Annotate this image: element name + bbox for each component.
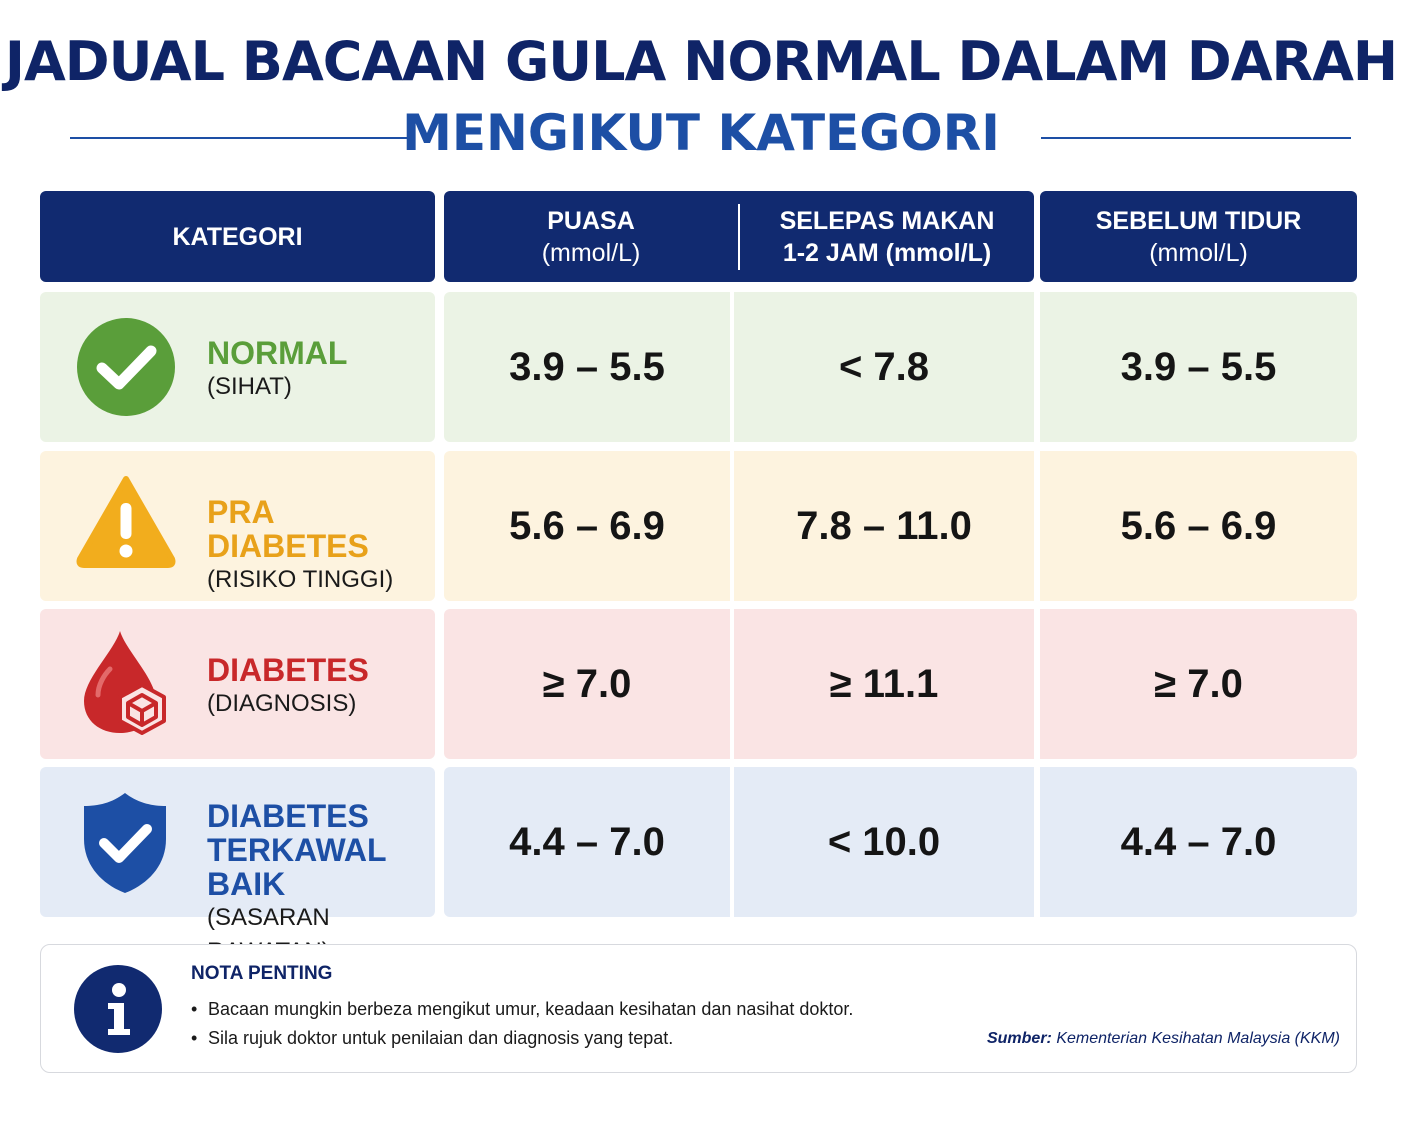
category-cell: DIABETES (DIAGNOSIS) xyxy=(40,609,435,759)
blood-drop-icon xyxy=(78,629,170,741)
category-label: NORMAL (SIHAT) xyxy=(207,336,347,404)
category-cell: NORMAL (SIHAT) xyxy=(40,292,435,442)
header-puasa: PUASA (mmol/L) xyxy=(444,205,738,269)
category-label: PRA DIABETES (RISIKO TINGGI) xyxy=(207,495,435,597)
source-text: Kementerian Kesihatan Malaysia (KKM) xyxy=(1051,1030,1340,1047)
category-label: DIABETES (DIAGNOSIS) xyxy=(207,653,369,721)
value-puasa: 4.4 – 7.0 xyxy=(444,767,730,917)
table-row-normal: NORMAL (SIHAT) 3.9 – 5.5 < 7.8 3.9 – 5.5 xyxy=(0,292,1402,442)
note-item: Bacaan mungkin berbeza mengikut umur, ke… xyxy=(191,995,853,1024)
header-kategori-label: KATEGORI xyxy=(172,222,303,251)
check-circle-icon xyxy=(76,317,176,421)
shield-check-icon xyxy=(80,791,170,899)
source-label: Sumber: xyxy=(986,1030,1052,1047)
value-selepas: < 7.8 xyxy=(734,292,1034,442)
info-icon xyxy=(74,965,162,1057)
value-sebelum: 5.6 – 6.9 xyxy=(1040,451,1357,601)
value-selepas: 7.8 – 11.0 xyxy=(734,451,1034,601)
category-name: NORMAL xyxy=(207,335,348,371)
header-selepas-line1: SELEPAS MAKAN xyxy=(779,206,995,235)
note-item: Sila rujuk doktor untuk penilaian dan di… xyxy=(191,1024,853,1053)
category-sub: (SIHAT) xyxy=(207,373,292,400)
header-separator xyxy=(738,203,740,270)
header-sebelum: SEBELUM TIDUR (mmol/L) xyxy=(1040,191,1357,282)
header-puasa-line2: (mmol/L) xyxy=(541,238,641,267)
header-puasa-line1: PUASA xyxy=(547,206,635,235)
category-name-line2: TERKAWAL BAIK xyxy=(207,832,386,902)
page-subtitle: MENGIKUT KATEGORI xyxy=(402,104,1000,162)
table-row-diabetes: DIABETES (DIAGNOSIS) ≥ 7.0 ≥ 11.1 ≥ 7.0 xyxy=(0,609,1402,759)
category-name: DIABETES xyxy=(207,652,369,688)
note-box: NOTA PENTING Bacaan mungkin berbeza meng… xyxy=(40,944,1357,1073)
value-sebelum: ≥ 7.0 xyxy=(1040,609,1357,759)
category-name-line1: DIABETES xyxy=(207,798,369,834)
header-sebelum-line1: SEBELUM TIDUR xyxy=(1095,206,1302,235)
value-puasa: 5.6 – 6.9 xyxy=(444,451,730,601)
warning-icon xyxy=(74,473,178,573)
value-puasa: 3.9 – 5.5 xyxy=(444,292,730,442)
value-selepas: ≥ 11.1 xyxy=(734,609,1034,759)
category-name: PRA DIABETES xyxy=(207,494,369,564)
value-puasa: ≥ 7.0 xyxy=(444,609,730,759)
header-sebelum-line2: (mmol/L) xyxy=(1149,238,1248,267)
header-selepas-line2: 1-2 JAM (mmol/L) xyxy=(782,238,992,267)
category-sub: (DIAGNOSIS) xyxy=(207,690,357,717)
table-row-pra-diabetes: PRA DIABETES (RISIKO TINGGI) 5.6 – 6.9 7… xyxy=(0,451,1402,601)
subtitle-rule-right xyxy=(1041,137,1351,139)
category-cell: PRA DIABETES (RISIKO TINGGI) xyxy=(40,451,435,601)
value-sebelum: 4.4 – 7.0 xyxy=(1040,767,1357,917)
value-sebelum: 3.9 – 5.5 xyxy=(1040,292,1357,442)
value-selepas: < 10.0 xyxy=(734,767,1034,917)
subtitle-rule-left xyxy=(70,137,410,139)
page-title: JADUAL BACAAN GULA NORMAL DALAM DARAH xyxy=(4,30,1398,93)
note-list: Bacaan mungkin berbeza mengikut umur, ke… xyxy=(191,995,853,1053)
category-label: DIABETES TERKAWAL BAIK (SASARAN RAWATAN) xyxy=(207,799,435,969)
source-credit: Sumber: Kementerian Kesihatan Malaysia (… xyxy=(987,1030,1340,1048)
header-selepas: SELEPAS MAKAN 1-2 JAM (mmol/L) xyxy=(740,205,1034,269)
header-puasa-selepas: PUASA (mmol/L) SELEPAS MAKAN 1-2 JAM (mm… xyxy=(444,191,1034,282)
table-row-diabetes-terkawal: DIABETES TERKAWAL BAIK (SASARAN RAWATAN)… xyxy=(0,767,1402,965)
header-kategori: KATEGORI xyxy=(40,191,435,282)
category-sub: (RISIKO TINGGI) xyxy=(207,566,394,593)
category-cell: DIABETES TERKAWAL BAIK (SASARAN RAWATAN) xyxy=(40,767,435,965)
note-title: NOTA PENTING xyxy=(191,963,333,984)
